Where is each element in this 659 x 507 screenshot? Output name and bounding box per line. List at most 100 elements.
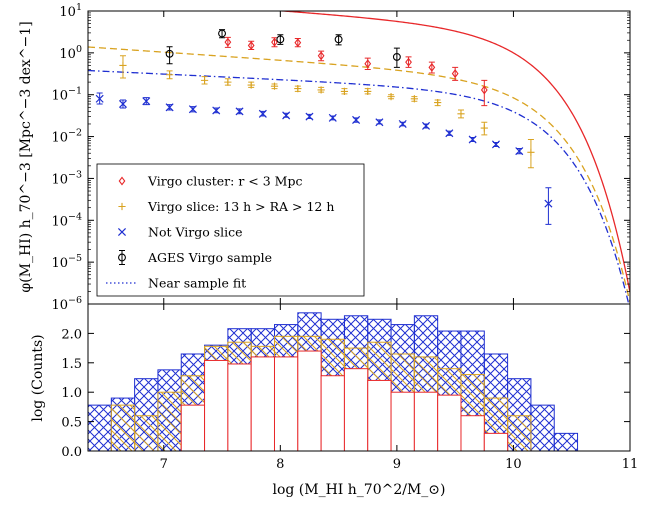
hist-bar: [297, 350, 322, 451]
y-tick-label: 0.0: [61, 445, 82, 460]
marker: [410, 95, 418, 103]
legend-label: Virgo slice: 13 h > RA > 12 h: [147, 199, 334, 214]
marker: [544, 199, 553, 208]
error-bar: [166, 46, 173, 65]
marker: [451, 69, 459, 79]
marker: [527, 148, 535, 156]
marker: [392, 52, 401, 61]
hist-bar: [320, 375, 345, 451]
marker: [218, 29, 226, 38]
marker: [117, 227, 127, 237]
legend-error-bar: [119, 250, 125, 265]
bottom-axis-ticks: 7 8 9 10 11 0.0 0.5 1.0 1.5 2.0: [61, 304, 638, 472]
hist-series-2: [180, 350, 509, 451]
hist-bar: [110, 404, 136, 451]
point-series-0: [224, 36, 488, 107]
fit-line-0: [275, 11, 630, 293]
marker: [271, 37, 278, 47]
point-series-1: [119, 55, 535, 169]
marker: [294, 38, 302, 48]
marker: [305, 112, 314, 121]
hist-bar: [390, 391, 415, 451]
hist-bar: [157, 391, 182, 451]
bottom-panel-frame: [87, 303, 631, 452]
y-tick-label: 10−2: [51, 128, 82, 146]
marker: [95, 94, 104, 103]
x-tick-label: 10: [505, 457, 522, 472]
y-tick-label: 10−1: [51, 86, 82, 104]
hist-bar: [553, 432, 579, 451]
marker: [364, 59, 372, 69]
marker: [200, 76, 209, 84]
marker: [352, 115, 361, 124]
marker: [328, 113, 337, 122]
point-series-3: [165, 29, 401, 68]
marker: [317, 51, 325, 61]
marker: [405, 57, 412, 67]
x-tick-label: 11: [622, 457, 639, 472]
marker: [398, 119, 407, 128]
legend-entry-3: AGES Virgo sample: [118, 250, 272, 265]
marker: [165, 103, 174, 112]
marker: [142, 97, 151, 106]
y-tick-label: 10−3: [51, 169, 82, 187]
error-bar: [393, 47, 400, 68]
y-tick-label: 100: [59, 44, 82, 62]
y-tick-label: 2.0: [61, 327, 82, 342]
fit-line-1: [88, 46, 630, 303]
bottom-y-axis-label: log (Counts): [30, 334, 46, 421]
marker: [340, 87, 349, 95]
marker: [118, 176, 126, 186]
marker: [428, 62, 436, 72]
marker: [212, 106, 221, 115]
x-tick-label: 8: [276, 457, 284, 472]
hist-bar: [88, 404, 112, 451]
marker: [387, 93, 395, 101]
legend-entry-2: Not Virgo slice: [117, 225, 243, 240]
legend-entry-4: Near sample fit: [106, 276, 246, 291]
legend-label: AGES Virgo sample: [147, 250, 272, 265]
fit-lines: [88, 11, 630, 304]
hist-bar: [460, 415, 485, 451]
x-tick-label: 9: [393, 457, 401, 472]
data-points: [95, 29, 553, 225]
marker: [317, 86, 325, 94]
marker: [334, 35, 343, 44]
marker: [421, 121, 431, 130]
histogram-bars: [88, 312, 579, 451]
marker: [165, 71, 174, 79]
y-tick-label: 101: [59, 2, 82, 20]
marker: [258, 109, 267, 118]
marker: [118, 253, 126, 262]
hist-bar: [483, 432, 509, 451]
legend-entry-1: Virgo slice: 13 h > RA > 12 h: [118, 199, 334, 214]
marker: [364, 87, 372, 95]
marker: [118, 202, 126, 211]
x-axis-label: log (M_HI h_70^2/M_⊙): [272, 482, 445, 498]
y-tick-label: 1.0: [61, 386, 82, 401]
marker: [224, 37, 232, 47]
marker: [165, 49, 174, 58]
marker: [294, 84, 302, 93]
legend: Virgo cluster: r < 3 Mpc Virgo slice: 13 …: [96, 163, 365, 297]
hist-bar: [437, 394, 462, 451]
marker: [235, 107, 244, 116]
hist-bar: [227, 363, 252, 451]
hist-bar: [273, 356, 299, 451]
hist-bar: [180, 404, 206, 451]
y-tick-label: 10−5: [51, 253, 82, 271]
marker: [270, 82, 279, 90]
marker: [224, 78, 232, 86]
marker: [119, 61, 127, 70]
hist-bar: [530, 404, 555, 451]
hist-bar: [507, 415, 532, 451]
hist-bar: [413, 391, 439, 451]
x-tick-label: 7: [160, 457, 168, 472]
hist-bar: [343, 368, 369, 451]
marker: [118, 99, 127, 109]
marker: [276, 35, 285, 44]
y-tick-label: 0.5: [61, 416, 82, 431]
marker: [468, 135, 477, 144]
marker: [491, 140, 500, 149]
error-bar: [545, 187, 552, 225]
